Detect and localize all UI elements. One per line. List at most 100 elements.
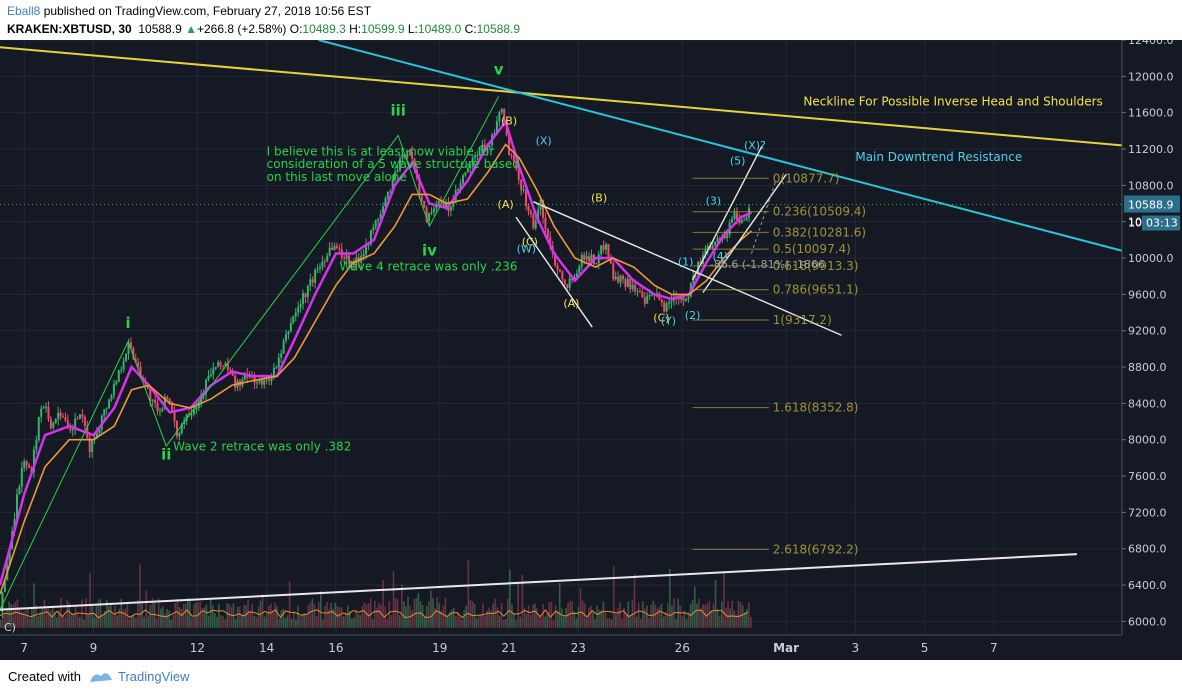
- volume-bar: [78, 617, 81, 628]
- volume-bar: [639, 618, 642, 628]
- candle-body: [442, 201, 445, 208]
- candle-body: [648, 294, 651, 296]
- candle-body: [386, 191, 389, 199]
- volume-bar: [671, 605, 673, 628]
- volume-bar: [702, 604, 704, 628]
- volume-bar: [288, 580, 291, 628]
- volume-bar: [608, 617, 611, 628]
- candle-body: [626, 278, 629, 287]
- volume-bar: [380, 604, 382, 628]
- volume-bar: [720, 601, 723, 628]
- candle-body: [302, 293, 305, 304]
- volume-bar: [471, 601, 474, 628]
- candle-body: [527, 205, 530, 212]
- volume-bar: [58, 610, 60, 628]
- wave-label: (C): [653, 312, 669, 325]
- close-value: 10588.9: [476, 22, 521, 36]
- volume-bar: [448, 612, 451, 628]
- candle-body: [311, 279, 314, 283]
- price-chart[interactable]: 0(10877.7) 0.236(10509.4) 0.382(10281.6) 0.…: [0, 40, 1182, 660]
- candle-body: [321, 261, 324, 268]
- volume-bar: [664, 611, 667, 628]
- volume-bar: [403, 601, 405, 628]
- author-link[interactable]: Eball8: [7, 4, 41, 18]
- volume-bar: [556, 610, 559, 628]
- volume-bar: [132, 614, 135, 628]
- neckline-trendline: [0, 46, 1123, 147]
- candle-body: [554, 253, 557, 266]
- volume-bar: [280, 610, 283, 628]
- candle-body: [134, 358, 137, 363]
- candle-body: [595, 263, 598, 265]
- volume-bar: [245, 605, 247, 628]
- volume-bar: [180, 608, 183, 628]
- candle-body: [151, 399, 154, 401]
- candle-body: [171, 402, 174, 412]
- volume-bar: [263, 616, 266, 628]
- candle-body: [139, 367, 142, 378]
- candle-body: [260, 379, 263, 385]
- candle-body: [309, 279, 312, 286]
- candle-body: [469, 165, 472, 169]
- candle-body: [49, 419, 52, 429]
- candle-body: [396, 170, 399, 173]
- volume-bar: [340, 607, 343, 628]
- volume-bar: [598, 609, 600, 628]
- candle-body: [333, 245, 336, 251]
- projection-label: -86.6 (-1.81%) -1866: [710, 258, 825, 271]
- candle-body: [413, 158, 416, 170]
- volume-bar: [627, 601, 630, 628]
- volume-bar: [723, 570, 725, 628]
- volume-bar: [60, 597, 62, 628]
- volume-bar: [99, 598, 102, 628]
- volume-bar: [290, 618, 293, 628]
- candle-body: [52, 422, 55, 429]
- countdown-label: 03:13: [1146, 217, 1178, 230]
- volume-bar: [282, 608, 285, 628]
- candle-body: [682, 297, 685, 301]
- volume-bar: [170, 619, 172, 628]
- volume-bar: [149, 604, 152, 628]
- candle-body: [1, 591, 4, 613]
- candle-body: [398, 158, 401, 171]
- candle-body: [651, 294, 654, 296]
- price-tick-label: 6000.0: [1128, 615, 1167, 628]
- volume-bar: [41, 608, 44, 628]
- candle-body: [222, 365, 225, 367]
- candle-body: [129, 342, 132, 348]
- candle-body: [534, 220, 537, 228]
- volume-bar: [529, 614, 532, 628]
- candle-body: [600, 245, 603, 255]
- candle-body: [42, 407, 45, 409]
- candle-body: [331, 247, 334, 251]
- candle-body: [248, 376, 251, 378]
- candle-body: [670, 300, 673, 303]
- publish-line: Eball8 published on TradingView.com, Feb…: [7, 4, 371, 18]
- candle-body: [158, 410, 161, 412]
- volume-bar: [191, 617, 193, 628]
- volume-bar: [455, 615, 457, 628]
- volume-bar: [531, 604, 534, 628]
- candle-body: [57, 412, 60, 420]
- volume-bar: [174, 602, 177, 628]
- candle-body: [663, 302, 666, 312]
- tradingview-brand[interactable]: TradingView: [118, 669, 190, 684]
- channel-upper-trendline: [533, 201, 842, 336]
- volume-bar: [646, 605, 648, 628]
- volume-bar: [330, 603, 332, 628]
- candle-body: [180, 423, 183, 434]
- volume-bar: [554, 605, 557, 628]
- candle-body: [377, 218, 380, 221]
- volume-bar: [417, 593, 420, 628]
- candle-body: [566, 284, 569, 288]
- volume-bar: [436, 597, 438, 628]
- volume-bar: [272, 611, 274, 628]
- candle-body: [389, 191, 392, 193]
- open-value: 10489.3: [302, 22, 346, 36]
- volume-bar: [517, 581, 519, 628]
- volume-bar: [677, 598, 679, 628]
- volume-bar: [386, 618, 389, 628]
- volume-bar: [247, 599, 249, 628]
- candle-body: [350, 260, 353, 265]
- wave-label: (Y): [661, 314, 676, 327]
